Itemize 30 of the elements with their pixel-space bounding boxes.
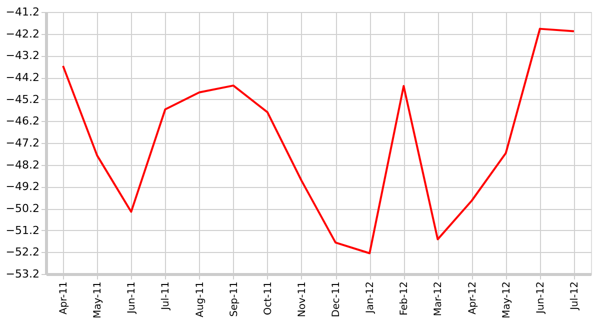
y-tick-label: −46.2 <box>6 114 40 128</box>
x-tick-label: Jul-12 <box>569 282 580 311</box>
x-tick-label: Jun-11 <box>126 282 138 314</box>
y-tick-label: −53.2 <box>6 268 40 280</box>
y-tick-label: −51.2 <box>6 224 40 237</box>
x-tick-label: Feb-12 <box>399 282 410 316</box>
x-tick-label: Oct-11 <box>262 282 274 316</box>
y-tick-label: −42.2 <box>6 27 40 40</box>
y-tick-label: −52.2 <box>6 246 40 259</box>
x-tick-label: May-11 <box>92 282 104 318</box>
x-tick-label: Dec-11 <box>331 282 342 318</box>
x-tick-label: Jan-12 <box>365 282 376 314</box>
y-tick-label: −50.2 <box>6 202 40 215</box>
y-tick-label: −49.2 <box>6 180 40 194</box>
y-tick-label: −47.2 <box>6 136 40 150</box>
x-tick-label: Apr-12 <box>467 282 478 314</box>
y-tick-label: −43.2 <box>6 49 40 62</box>
x-tick-label: Nov-11 <box>296 282 308 318</box>
y-tick-label: −48.2 <box>6 158 40 172</box>
y-tick-label: −41.2 <box>6 6 40 18</box>
x-tick-label: Mar-12 <box>433 282 444 316</box>
x-tick-label: Jul-11 <box>160 282 172 311</box>
line-series <box>62 28 575 254</box>
x-tick-label: Apr-11 <box>58 282 70 314</box>
x-tick-label: Sep-11 <box>228 282 240 317</box>
x-tick-label: Aug-11 <box>194 282 206 318</box>
x-tick-label: May-12 <box>501 282 512 318</box>
y-tick-label: −45.2 <box>6 92 40 106</box>
x-tick-label: Jun-12 <box>535 282 546 314</box>
y-tick-label: −44.2 <box>6 71 40 84</box>
